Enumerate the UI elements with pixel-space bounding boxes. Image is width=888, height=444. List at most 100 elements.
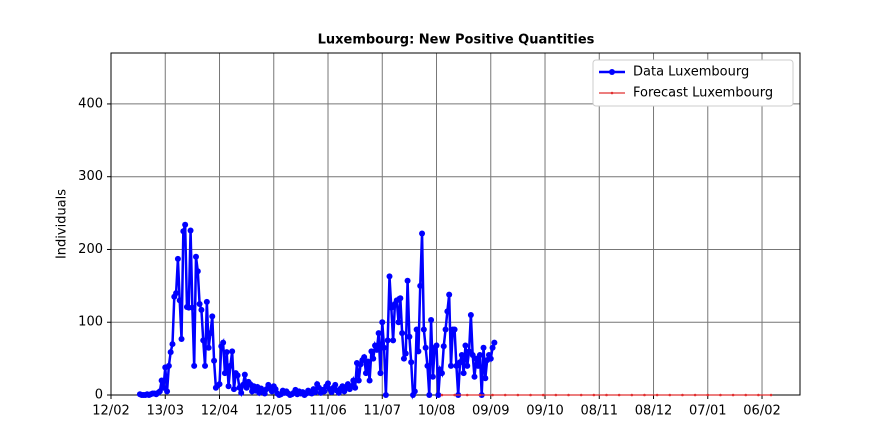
data-point bbox=[400, 355, 407, 362]
data-point bbox=[220, 339, 227, 346]
data-point bbox=[381, 344, 388, 351]
data-point bbox=[408, 359, 415, 366]
data-point bbox=[312, 389, 319, 396]
data-point bbox=[411, 388, 418, 395]
data-point bbox=[332, 381, 339, 388]
data-point bbox=[579, 393, 583, 397]
x-tick-label: 13/03 bbox=[147, 404, 184, 419]
y-tick-label: 400 bbox=[78, 96, 103, 111]
data-point bbox=[554, 393, 558, 397]
data-point bbox=[420, 326, 427, 333]
data-point bbox=[458, 351, 465, 358]
data-point bbox=[160, 384, 167, 391]
data-point bbox=[744, 393, 748, 397]
data-point bbox=[194, 268, 201, 275]
data-point bbox=[189, 304, 196, 311]
x-tick-label: 08/11 bbox=[581, 404, 618, 419]
data-point bbox=[424, 362, 431, 369]
data-point bbox=[465, 393, 469, 397]
data-point bbox=[180, 228, 187, 235]
data-point bbox=[605, 393, 608, 397]
data-point bbox=[480, 344, 487, 351]
data-point bbox=[167, 349, 174, 356]
legend-marker bbox=[609, 69, 615, 75]
data-point bbox=[238, 389, 245, 396]
data-point bbox=[158, 377, 165, 384]
data-point bbox=[198, 306, 205, 313]
data-point bbox=[487, 355, 494, 362]
data-point bbox=[630, 393, 634, 397]
y-tick-label: 0 bbox=[95, 388, 103, 403]
data-point bbox=[706, 393, 710, 397]
data-point bbox=[419, 230, 426, 237]
data-point bbox=[719, 393, 722, 397]
data-point bbox=[406, 333, 413, 340]
data-point bbox=[229, 348, 236, 355]
data-point bbox=[467, 311, 474, 318]
data-point bbox=[362, 370, 369, 377]
data-point bbox=[769, 393, 773, 397]
data-point bbox=[438, 370, 445, 377]
data-point bbox=[681, 393, 684, 397]
data-point bbox=[453, 362, 460, 369]
data-point bbox=[451, 326, 458, 333]
data-point bbox=[187, 227, 194, 234]
data-point bbox=[447, 362, 454, 369]
data-point bbox=[211, 357, 218, 364]
data-point bbox=[203, 298, 210, 305]
data-point bbox=[404, 277, 411, 284]
data-point bbox=[241, 371, 248, 378]
legend-marker bbox=[610, 91, 614, 95]
x-tick-label: 10/08 bbox=[418, 404, 455, 419]
data-point bbox=[489, 344, 496, 351]
data-point bbox=[205, 344, 212, 351]
data-point bbox=[223, 349, 230, 356]
x-tick-label: 08/12 bbox=[635, 404, 672, 419]
data-point bbox=[178, 335, 185, 342]
data-point bbox=[429, 373, 436, 380]
data-point bbox=[435, 392, 442, 398]
data-point bbox=[417, 282, 424, 289]
x-tick-label: 07/01 bbox=[689, 404, 726, 419]
x-tick-label: 11/07 bbox=[364, 404, 401, 419]
data-point bbox=[617, 393, 621, 397]
data-point bbox=[529, 393, 532, 397]
data-point bbox=[375, 330, 382, 337]
data-point bbox=[366, 377, 373, 384]
data-point bbox=[478, 393, 482, 397]
data-point bbox=[643, 393, 646, 397]
chart-title: Luxembourg: New Positive Quantities bbox=[318, 33, 595, 48]
data-point bbox=[379, 319, 386, 326]
data-point bbox=[207, 330, 214, 337]
data-point bbox=[668, 393, 672, 397]
data-point bbox=[373, 346, 380, 353]
data-point bbox=[377, 370, 384, 377]
y-tick-label: 200 bbox=[78, 242, 103, 257]
data-point bbox=[433, 342, 440, 349]
data-point bbox=[457, 359, 464, 366]
data-point bbox=[541, 393, 545, 397]
data-point bbox=[397, 295, 404, 302]
data-point bbox=[482, 375, 489, 382]
data-point bbox=[325, 380, 332, 387]
x-tick-label: 09/10 bbox=[526, 404, 563, 419]
data-point bbox=[442, 326, 449, 333]
data-point bbox=[221, 370, 228, 377]
y-tick-label: 300 bbox=[78, 169, 103, 184]
data-point bbox=[469, 351, 476, 358]
data-point bbox=[355, 377, 362, 384]
data-point bbox=[428, 317, 435, 324]
data-point bbox=[202, 362, 209, 369]
x-tick-label: 06/02 bbox=[743, 404, 780, 419]
data-point bbox=[384, 337, 391, 344]
data-point bbox=[693, 393, 697, 397]
data-point bbox=[466, 348, 473, 355]
data-point bbox=[395, 319, 402, 326]
data-point bbox=[364, 358, 371, 365]
data-point bbox=[191, 362, 198, 369]
data-point bbox=[321, 388, 328, 395]
data-point bbox=[182, 221, 189, 228]
x-tick-label: 12/05 bbox=[255, 404, 292, 419]
data-point bbox=[453, 393, 456, 397]
data-point bbox=[361, 354, 368, 361]
